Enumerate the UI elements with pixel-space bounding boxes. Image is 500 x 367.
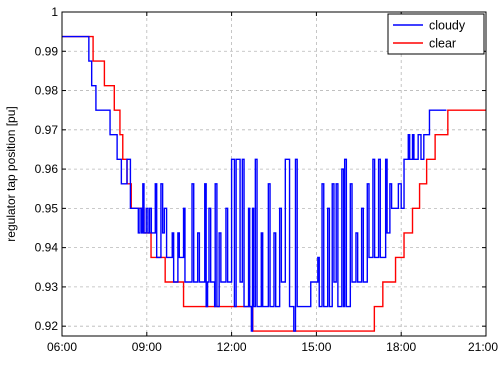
y-tick-label: 0.92 xyxy=(35,319,59,333)
series-line-clear xyxy=(62,35,486,332)
x-tick-label: 09:00 xyxy=(132,340,162,354)
legend-label-cloudy: cloudy xyxy=(429,19,466,33)
y-tick-label: 0.95 xyxy=(35,201,59,215)
y-tick-label: 0.94 xyxy=(35,241,59,255)
x-tick-label: 12:00 xyxy=(217,340,247,354)
plot-frame xyxy=(61,11,487,337)
legend: cloudy clear xyxy=(387,13,485,55)
y-tick-label: 0.93 xyxy=(35,280,59,294)
legend-label-clear: clear xyxy=(429,37,456,51)
y-tick-label: 0.98 xyxy=(35,84,59,98)
series-line-cloudy xyxy=(62,35,447,332)
ticks: 0.92 0.93 0.94 0.95 0.96 0.97 0.98 0.99 1 06:00 09… xyxy=(35,5,499,354)
legend-box xyxy=(387,13,485,55)
x-tick-label: 06:00 xyxy=(47,340,77,354)
series-area xyxy=(62,35,486,332)
y-tick-label: 0.97 xyxy=(35,123,59,137)
x-tick-label: 15:00 xyxy=(301,340,331,354)
y-tick-label: 1 xyxy=(51,5,58,19)
y-tick-label: 0.99 xyxy=(35,44,59,58)
x-tick-label: 21:00 xyxy=(468,340,498,354)
y-tick-label: 0.96 xyxy=(35,162,59,176)
x-tick-label: 18:00 xyxy=(386,340,416,354)
y-axis-label: regulator tap position [pu] xyxy=(4,106,18,241)
